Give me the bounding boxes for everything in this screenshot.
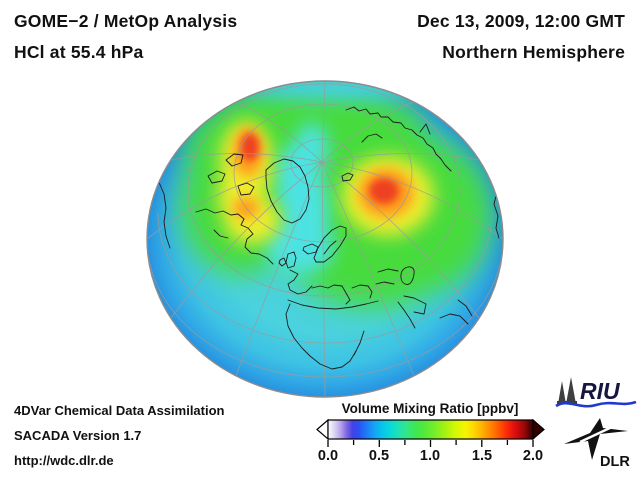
- plot-datetime: Dec 13, 2009, 12:00 GMT: [417, 11, 625, 31]
- colorbar-tick-label: 0.5: [368, 448, 390, 464]
- riu-logo-text: RIU: [580, 378, 621, 404]
- colorbar-left-arrow: [316, 419, 329, 441]
- field-red-maxima: [241, 133, 399, 204]
- credit-line-1: 4DVar Chemical Data Assimilation: [14, 403, 225, 418]
- colorbar-right-arrow: [532, 419, 545, 441]
- colorbar: [316, 419, 545, 447]
- field-top-cyan-band: [240, 81, 430, 100]
- hotspot-canada: [241, 133, 259, 161]
- riu-wave: [555, 400, 637, 408]
- plot-region: Northern Hemisphere: [442, 42, 625, 62]
- colorbar-tick-label: 1.5: [471, 448, 493, 464]
- cathedral-icon: [557, 377, 577, 404]
- dlr-star-icon: [564, 418, 628, 460]
- colorbar-tick-label: 2.0: [522, 448, 544, 464]
- hotspot-siberia: [369, 178, 399, 204]
- colorbar-title: Volume Mixing Ratio [ppbv]: [341, 401, 519, 416]
- riu-logo: RIU: [555, 377, 637, 408]
- colorbar-tick-label: 0.0: [317, 448, 339, 464]
- colorbar-ticks: [327, 440, 534, 447]
- credit-line-2: SACADA Version 1.7: [14, 428, 142, 443]
- colorbar-gradient: [327, 419, 534, 440]
- plot-title: GOME−2 / MetOp Analysis: [14, 11, 238, 31]
- globe-outline: [146, 80, 504, 398]
- field-cyan-trough: [266, 122, 334, 274]
- dlr-logo-text: DLR: [600, 454, 630, 470]
- plot-subtitle: HCl at 55.4 hPa: [14, 42, 144, 62]
- dlr-logo: DLR: [564, 418, 630, 470]
- graticule: [147, 81, 503, 397]
- credit-line-3: http://wdc.dlr.de: [14, 453, 114, 468]
- colorbar-tick-label: 1.0: [419, 448, 441, 464]
